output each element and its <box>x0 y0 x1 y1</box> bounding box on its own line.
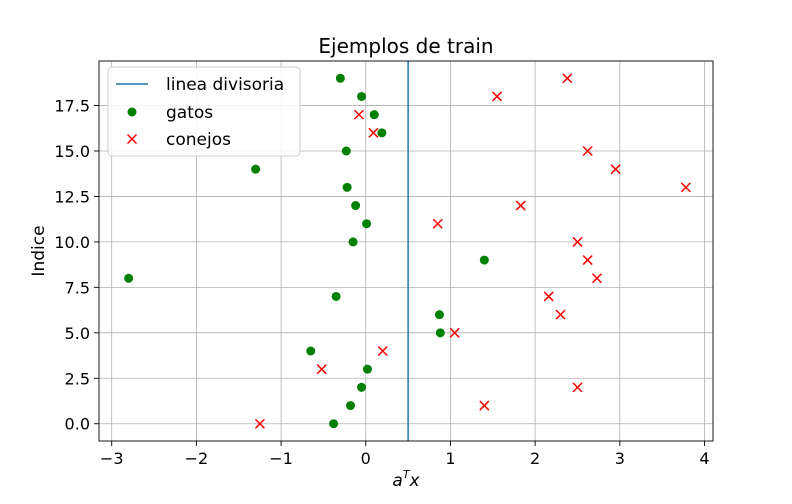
gatos-point <box>377 128 387 138</box>
conejos-point <box>254 418 265 429</box>
conejos-point <box>543 291 554 302</box>
x-tick-label: 1 <box>445 449 455 468</box>
conejos-point <box>432 218 443 229</box>
gatos-point <box>346 401 356 411</box>
gatos-point <box>331 291 341 301</box>
conejos-point <box>492 91 503 102</box>
gatos-point <box>341 146 351 156</box>
gatos-point <box>306 346 316 356</box>
conejos-point <box>591 273 603 284</box>
gatos-point <box>362 364 372 374</box>
y-tick-label: 17.5 <box>54 97 90 116</box>
conejos-point <box>515 200 526 211</box>
conejos-point <box>479 400 490 411</box>
y-tick-label: 10.0 <box>54 233 90 252</box>
y-tick-label: 2.5 <box>65 369 90 388</box>
conejos-point <box>368 127 379 138</box>
gatos-point <box>351 201 361 211</box>
y-tick-label: 7.5 <box>65 278 90 297</box>
chart-title: Ejemplos de train <box>318 34 493 58</box>
gatos-point <box>434 310 444 320</box>
x-tick-label: −2 <box>185 449 209 468</box>
x-tick-label: 4 <box>699 449 709 468</box>
legend-conejos-swatch <box>126 133 138 145</box>
x-tick-label: 0 <box>361 449 371 468</box>
y-tick-label: 15.0 <box>54 142 90 161</box>
legend-label-divider: linea divisoria <box>166 75 284 95</box>
y-tick-label: 5.0 <box>65 324 90 343</box>
gatos-point <box>348 237 358 247</box>
x-tick-label: 3 <box>615 449 625 468</box>
axis-ticks: −3 −2 −1 0 1 2 3 4 0.0 2.5 5.0 7.5 10.0 12.5 15.0 17.5 <box>54 97 709 468</box>
legend-box <box>107 66 301 157</box>
conejos-point <box>377 345 388 357</box>
conejos-point <box>572 382 583 393</box>
gatos-point <box>435 328 445 338</box>
points-layer <box>124 73 691 429</box>
gatos-point <box>251 164 261 174</box>
x-axis-label-suffix: x <box>409 471 421 491</box>
x-axis-label: aTx <box>392 468 420 491</box>
y-axis-label: Indice <box>29 225 49 276</box>
legend-label-gatos: gatos <box>166 103 213 123</box>
y-tick-label: 0.0 <box>65 415 90 434</box>
conejos-point <box>555 309 566 320</box>
gatos-point <box>357 91 367 101</box>
legend-label-conejos: conejos <box>166 130 231 150</box>
gatos-point <box>342 182 352 192</box>
conejos-point <box>582 145 593 157</box>
conejos-point <box>572 236 583 247</box>
conejos-point <box>610 164 621 175</box>
y-tick-label: 12.5 <box>54 187 90 206</box>
x-tick-label: −1 <box>269 449 293 468</box>
conejos-point <box>449 327 460 338</box>
gatos-point <box>335 73 345 83</box>
x-axis-label-var: a <box>392 471 402 491</box>
conejos-point <box>680 182 691 193</box>
conejos-point <box>316 364 327 375</box>
gatos-point <box>329 419 339 429</box>
gatos-point <box>362 219 372 229</box>
conejos-point <box>582 255 593 266</box>
conejos-point <box>353 109 365 120</box>
gatos-point <box>479 255 489 265</box>
plot-area-frame <box>98 60 714 442</box>
x-tick-label: −3 <box>100 449 124 468</box>
x-axis-label-sup: T <box>403 468 411 481</box>
x-tick-label: 2 <box>530 449 540 468</box>
legend: linea divisoria gatos conejos <box>107 66 301 157</box>
legend-gatos-swatch <box>127 107 137 117</box>
gatos-point <box>357 382 367 392</box>
gatos-point <box>124 273 134 283</box>
conejos-point <box>562 73 573 84</box>
gatos-point <box>369 110 379 120</box>
